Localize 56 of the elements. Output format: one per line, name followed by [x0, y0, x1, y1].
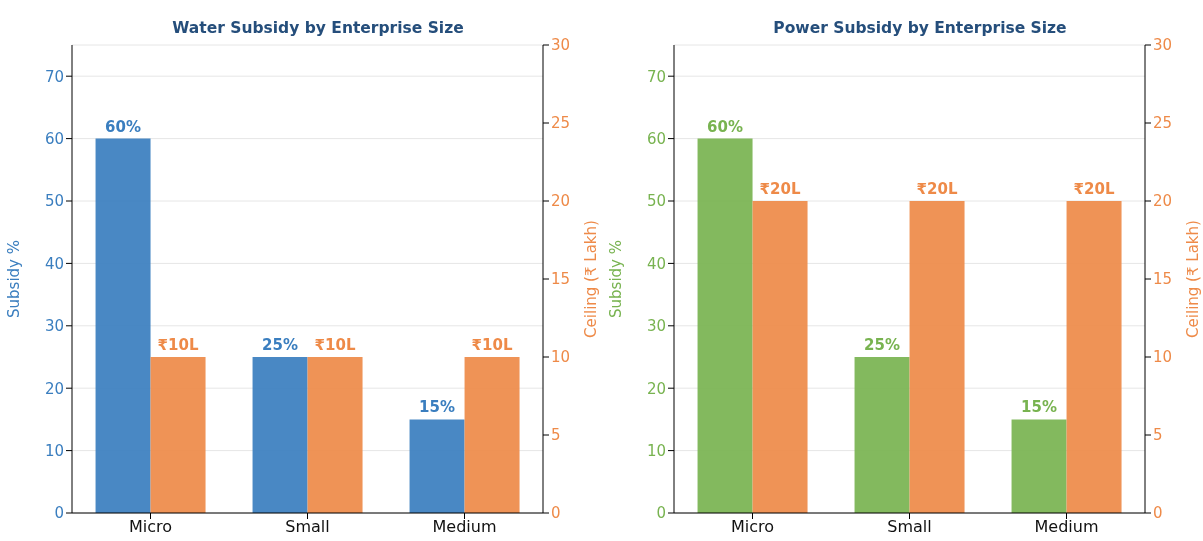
x-tick-label: Micro — [128, 517, 173, 537]
y-tick-label: 50 — [44, 192, 64, 211]
y-tick-label: 30 — [646, 317, 666, 336]
bar — [95, 138, 151, 513]
chart-title: Power Subsidy by Enterprise Size — [772, 19, 1068, 37]
y2-tick-label: 5 — [1153, 426, 1163, 445]
x-tick-label: Micro — [730, 517, 775, 537]
bar — [1011, 419, 1067, 513]
y2-axis-title: Ceiling (₹ Lakh) — [582, 220, 600, 338]
data-label: ₹10L — [471, 336, 513, 354]
y2-tick-label: 15 — [1153, 270, 1173, 289]
y-axis-title: Subsidy % — [5, 240, 24, 318]
y-tick-label: 10 — [646, 441, 666, 460]
y2-tick-label: 15 — [551, 270, 571, 289]
data-label: 60% — [105, 117, 141, 136]
y2-tick-label: 20 — [1153, 192, 1173, 211]
data-label: 60% — [707, 117, 743, 136]
y-tick-label: 0 — [54, 504, 64, 523]
data-label: ₹20L — [916, 180, 958, 198]
y-tick-label: 70 — [646, 67, 666, 86]
y2-tick-label: 25 — [1153, 114, 1173, 133]
x-tick-label: Medium — [1034, 517, 1099, 537]
y2-tick-label: 0 — [551, 504, 561, 523]
data-label: 15% — [419, 398, 455, 417]
data-label: 25% — [864, 336, 900, 354]
y-tick-label: 40 — [646, 254, 666, 273]
data-label: 25% — [262, 336, 298, 354]
y-tick-label: 50 — [646, 192, 666, 211]
y2-tick-label: 25 — [551, 114, 571, 133]
data-label: ₹10L — [157, 336, 199, 354]
y2-tick-label: 10 — [1153, 348, 1173, 367]
x-tick-label: Medium — [432, 517, 497, 537]
y-tick-label: 60 — [646, 129, 666, 148]
y-tick-label: 30 — [44, 317, 64, 336]
y-tick-label: 40 — [44, 254, 64, 273]
y-tick-label: 60 — [44, 129, 64, 148]
y2-tick-label: 30 — [1153, 36, 1173, 55]
y2-axis-title: Ceiling (₹ Lakh) — [1184, 220, 1202, 338]
y-tick-label: 10 — [44, 441, 64, 460]
y2-tick-label: 10 — [551, 348, 571, 367]
y-tick-label: 20 — [646, 379, 666, 398]
x-tick-label: Small — [285, 517, 330, 537]
x-tick-label: Small — [887, 517, 932, 537]
y-tick-label: 70 — [44, 67, 64, 86]
y2-tick-label: 5 — [551, 426, 561, 445]
y2-tick-label: 20 — [551, 192, 571, 211]
y-axis-title: Subsidy % — [607, 240, 626, 318]
data-label: ₹20L — [759, 180, 801, 198]
y2-tick-label: 0 — [1153, 504, 1163, 523]
data-label: 15% — [1021, 398, 1057, 417]
data-label: ₹20L — [1073, 180, 1115, 198]
y-tick-label: 0 — [656, 504, 666, 523]
y2-tick-label: 30 — [551, 36, 571, 55]
y-tick-label: 20 — [44, 379, 64, 398]
data-label: ₹10L — [314, 336, 356, 354]
chart-title: Water Subsidy by Enterprise Size — [171, 19, 465, 37]
